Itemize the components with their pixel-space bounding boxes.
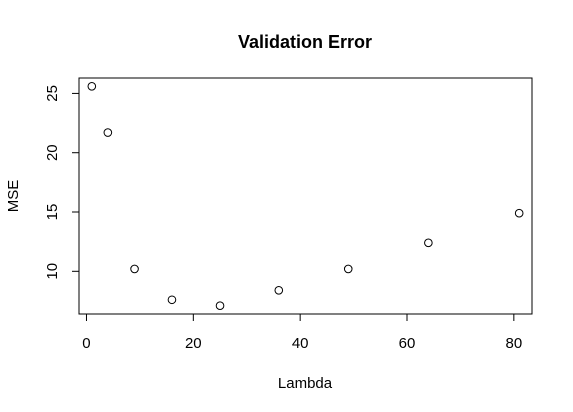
data-point <box>344 265 352 273</box>
data-point <box>275 286 283 294</box>
data-point <box>104 129 112 137</box>
data-points <box>88 83 523 310</box>
y-tick-label: 10 <box>44 263 61 280</box>
data-point <box>131 265 139 273</box>
x-axis-label: Lambda <box>278 375 333 392</box>
data-point <box>515 209 523 217</box>
data-point <box>88 83 96 91</box>
chart-title: Validation Error <box>238 32 372 52</box>
x-tick-label: 80 <box>505 335 522 352</box>
data-point <box>216 302 224 310</box>
y-tick-label: 15 <box>44 204 61 221</box>
data-point <box>425 239 433 247</box>
x-tick-label: 60 <box>399 335 416 352</box>
x-tick-label: 40 <box>292 335 309 352</box>
plot-area-border <box>79 78 532 314</box>
data-point <box>168 296 176 304</box>
x-axis-ticks: 0 20 40 60 80 <box>82 314 522 352</box>
x-tick-label: 0 <box>82 335 90 352</box>
y-axis-label: MSE <box>5 180 22 213</box>
y-tick-label: 25 <box>44 85 61 102</box>
y-tick-label: 20 <box>44 144 61 161</box>
y-axis-ticks: 10 15 20 25 <box>44 85 79 280</box>
x-tick-label: 20 <box>185 335 202 352</box>
